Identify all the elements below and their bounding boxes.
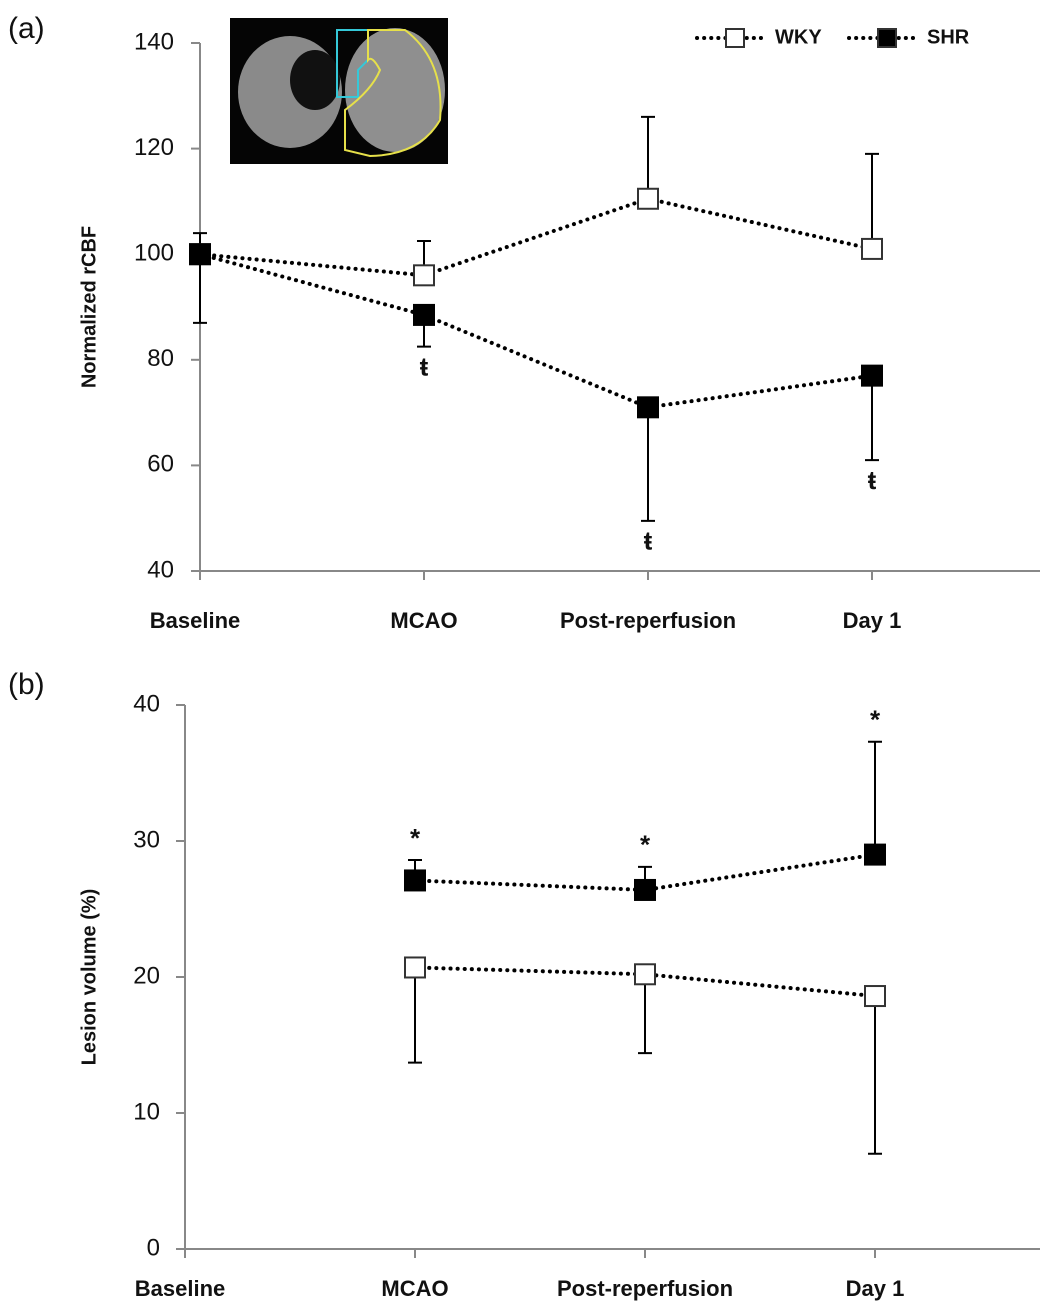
y-tick-label: 80	[147, 345, 174, 372]
series-line	[413, 965, 877, 999]
marker	[413, 303, 435, 326]
inset-ventricle	[290, 50, 340, 110]
panel-label: (a)	[8, 12, 45, 45]
legend-label: SHR	[927, 26, 970, 48]
inset-roi-yellow	[344, 29, 442, 158]
marker	[189, 243, 211, 266]
y-tick-label: 40	[133, 690, 160, 717]
marker	[404, 869, 426, 892]
error-bar	[193, 254, 207, 324]
x-tick-label: Post-reperfusion	[560, 608, 736, 633]
y-tick-label: 30	[133, 826, 160, 853]
x-tick-label: Baseline	[135, 1276, 226, 1301]
point-label: ŧ	[868, 465, 877, 495]
series-line	[198, 252, 874, 410]
marker	[634, 878, 656, 901]
marker	[864, 843, 886, 866]
y-tick-label: 0	[147, 1234, 160, 1261]
error-bar	[641, 115, 655, 199]
x-tick-label: Day 1	[843, 608, 902, 633]
legend-marker	[877, 28, 897, 48]
y-tick-label: 20	[133, 962, 160, 989]
x-tick-label: Day 1	[846, 1276, 905, 1301]
y-axis-label: Lesion volume (%)	[78, 889, 100, 1066]
error-bar	[865, 375, 879, 462]
marker	[413, 264, 435, 287]
y-tick-label: 120	[134, 134, 174, 161]
y-tick-label: 40	[147, 556, 174, 583]
legend-label: WKY	[775, 26, 822, 48]
marker	[864, 985, 886, 1008]
x-tick-label: Baseline	[150, 608, 241, 633]
y-tick-label: 140	[134, 28, 174, 55]
y-tick-label: 60	[147, 451, 174, 478]
inset-image	[230, 18, 448, 164]
error-bar	[865, 152, 879, 249]
error-bar	[408, 967, 422, 1064]
marker	[637, 187, 659, 210]
y-tick-label: 100	[134, 240, 174, 267]
error-bar	[868, 996, 882, 1155]
x-tick-label: Post-reperfusion	[557, 1276, 733, 1301]
x-tick-label: MCAO	[390, 608, 457, 633]
y-tick-label: 10	[133, 1098, 160, 1125]
error-bar	[638, 974, 652, 1055]
x-tick-label: MCAO	[381, 1276, 448, 1301]
error-bar	[641, 407, 655, 522]
marker	[634, 963, 656, 986]
series-line	[198, 196, 874, 278]
point-label: *	[410, 823, 421, 853]
point-label: ŧ	[644, 526, 653, 556]
point-label: *	[870, 705, 881, 735]
legend-marker	[725, 28, 745, 48]
marker	[861, 364, 883, 387]
marker	[861, 237, 883, 260]
point-label: *	[640, 830, 651, 860]
marker	[637, 396, 659, 419]
panel-label: (b)	[8, 668, 45, 701]
series-line	[413, 852, 877, 892]
y-axis-label: Normalized rCBF	[78, 226, 100, 388]
marker	[404, 956, 426, 979]
point-label: ŧ	[420, 351, 429, 381]
error-bar	[868, 740, 882, 855]
